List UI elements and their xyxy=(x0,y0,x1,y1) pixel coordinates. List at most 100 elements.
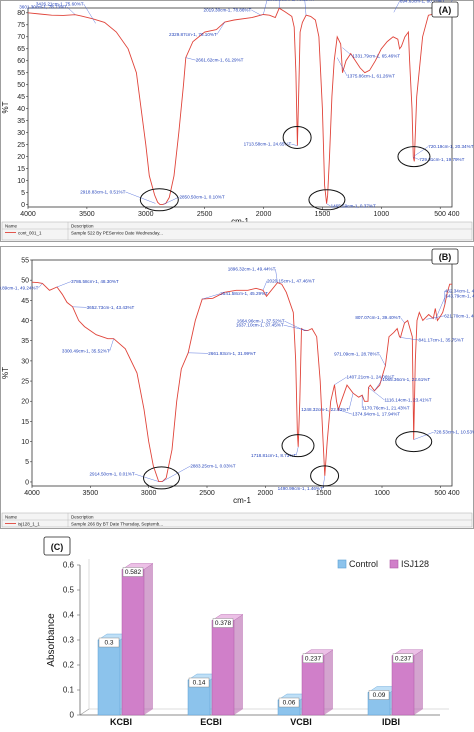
y-axis-label: %T xyxy=(1,367,10,379)
annotation-leader xyxy=(296,446,299,456)
value-label-box xyxy=(122,567,144,577)
y-tick-label: 0 xyxy=(21,202,25,209)
annotation-leader xyxy=(413,156,420,160)
y-tick-label: 40 xyxy=(21,318,29,325)
legend-header-description: Description xyxy=(71,514,94,519)
legend-table xyxy=(1,221,473,241)
y-tick-label: 0.3 xyxy=(63,636,75,645)
peak-annotation: 1713.58cm-1, 24.65%T xyxy=(244,142,292,147)
peak-annotation: 3426.21cm-1, 75.60%T xyxy=(36,1,84,6)
bar-side-face xyxy=(234,614,243,715)
annotation-leader xyxy=(374,379,383,391)
y-tick-label: 75 xyxy=(17,22,25,29)
annotation-leader xyxy=(334,377,347,385)
peak-annotation: 2661.93cm-1, 31.99%T xyxy=(208,351,256,356)
y-tick-label: 65 xyxy=(17,46,25,53)
value-label-box xyxy=(368,690,390,700)
annotation-leader xyxy=(134,473,159,482)
annotation-leader xyxy=(368,387,385,401)
peak-annotation: 1490.99cm-1, 1.46%T xyxy=(278,486,323,491)
annotation-leader xyxy=(56,281,72,288)
legend-label-control: Control xyxy=(349,559,378,569)
value-label: 0.582 xyxy=(125,569,142,576)
x-tick-label: 3000 xyxy=(141,490,157,497)
legend-header-description: Description xyxy=(71,223,94,228)
annotation-leader xyxy=(72,306,87,308)
value-label: 0.14 xyxy=(193,680,206,687)
spectrum-line xyxy=(27,7,452,205)
y-axis-label: Absorbance xyxy=(46,613,57,667)
annotation-leader xyxy=(185,57,196,61)
peak-annotation: 462.34cm-1, 43.97%T xyxy=(445,288,474,293)
value-label-box xyxy=(278,697,300,708)
y-tick-label: 25 xyxy=(21,378,29,385)
x-tick-label: 3500 xyxy=(79,211,95,218)
peak-annotation: 971.09cm-1, 28.78%T xyxy=(334,352,379,357)
y-tick-label: 0.4 xyxy=(63,611,75,620)
x-tick-label: 1000 xyxy=(374,211,390,218)
annotation-leader xyxy=(163,196,180,205)
y-tick-label: 30 xyxy=(21,358,29,365)
peak-annotation: 1637.10cm-1, 37.45%T xyxy=(236,323,284,328)
x-tick-label: 1500 xyxy=(315,211,331,218)
legend-swatch-isj128 xyxy=(389,559,399,569)
bar-side-face xyxy=(324,649,333,715)
value-label: 0.06 xyxy=(283,700,296,707)
panel-label: (B) xyxy=(439,252,452,262)
category-label: VCBI xyxy=(290,717,312,727)
peak-annotation: 728.53cm-1, 10.53%T xyxy=(434,430,474,435)
annotation-leader xyxy=(291,143,298,146)
x-tick-label: 4000 xyxy=(20,211,36,218)
annotation-leader xyxy=(188,352,209,354)
ftir-chart-b: 0 5 10 15 20 25 30 35 40 45 50 55 4000 3500 3000 2500 20… xyxy=(0,246,474,529)
annotation-leader xyxy=(263,0,268,15)
bar-isj128-kcbi xyxy=(121,569,145,716)
panel-badge-box xyxy=(431,248,459,265)
y-tick-label: 15 xyxy=(21,419,29,426)
plot-area xyxy=(27,7,453,208)
y-tick-label: 60 xyxy=(17,58,25,65)
x-tick-label: 3000 xyxy=(138,211,154,218)
y-tick-label: 0.5 xyxy=(63,586,75,595)
x-tick-label: 1000 xyxy=(374,490,390,497)
highlight-circle xyxy=(139,188,179,212)
annotation-leader xyxy=(336,57,348,77)
annotation-leader xyxy=(66,6,76,15)
x-tick-label: 1500 xyxy=(316,490,332,497)
annotation-leader xyxy=(379,354,386,366)
panel-label: (A) xyxy=(439,5,452,15)
ftir-chart-a: 0 5 10 15 20 25 30 35 40 45 50 55 60 65 70 75 80 4000 3500… xyxy=(0,0,474,242)
y-tick-label: 40 xyxy=(17,106,25,113)
legend-swatch-control xyxy=(337,559,347,569)
peak-annotation: 3786.58cm-1, 48.30%T xyxy=(71,279,119,284)
y-tick-label: 50 xyxy=(21,278,29,285)
category-label: IDBI xyxy=(382,717,400,727)
category-label: KCBI xyxy=(110,717,132,727)
y-tick-label: 35 xyxy=(17,118,25,125)
y-tick-label: 80 xyxy=(17,10,25,17)
peak-annotation: 2850.50cm-1, 0.10%T xyxy=(179,194,224,199)
x-tick-label: 500 400 xyxy=(434,490,459,497)
bar-isj128-idbi xyxy=(391,655,415,716)
annotation-leader xyxy=(38,283,43,289)
y-tick-label: 0 xyxy=(70,711,75,720)
x-tick-label: 3500 xyxy=(83,490,99,497)
peak-annotation: 3601.30cm-1, 78.73%T xyxy=(19,4,67,9)
y-tick-label: 45 xyxy=(17,94,25,101)
y-tick-label: 0 xyxy=(25,479,29,486)
value-label-box xyxy=(98,637,120,648)
peak-annotation: 2020.15cm-1, 47.46%T xyxy=(267,278,315,283)
peak-annotation: 1248.32cm-1, 22.03%T xyxy=(301,407,349,412)
y-tick-label: 45 xyxy=(21,298,29,305)
peak-annotation: 621.70cm-1, 40.27%T xyxy=(444,313,474,318)
value-label: 0.237 xyxy=(305,655,322,662)
annotation-leader xyxy=(275,269,278,283)
highlight-circle xyxy=(308,189,346,211)
peak-annotation: 1170.76cm-1, 21.43%T xyxy=(362,406,410,411)
annotation-leader xyxy=(162,465,191,482)
peak-annotation: 2883.25cm-1, 0.03%T xyxy=(190,464,235,469)
annotation-leader xyxy=(202,293,221,300)
bar-isj128-vcbi xyxy=(301,655,325,716)
peak-annotation: 1116.14cm-1, 23.41%T xyxy=(384,398,431,403)
peak-annotation: 2541.58cm-1, 45.29%T xyxy=(220,291,268,296)
